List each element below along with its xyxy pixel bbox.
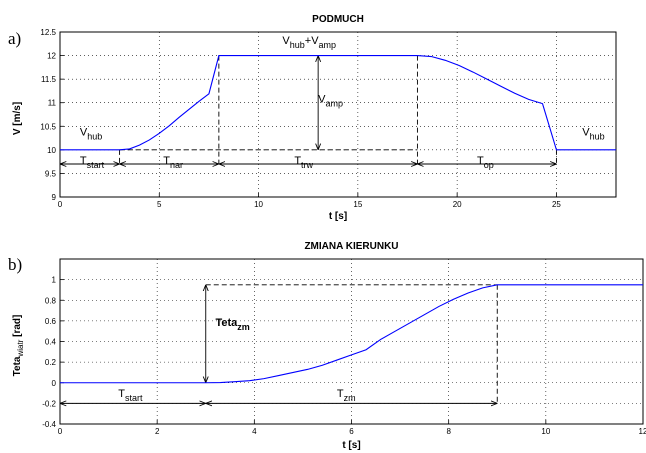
x-tick-label: 6	[349, 427, 354, 436]
x-tick-label: 0	[58, 200, 63, 209]
x-tick-label: 8	[446, 427, 451, 436]
x-tick-label: 15	[353, 200, 362, 209]
annotation-tnar: Tnar	[163, 155, 183, 170]
annotation-vhub-right: Vhub	[582, 127, 604, 142]
x-tick-label: 5	[157, 200, 162, 209]
y-tick-label: -0.2	[42, 399, 56, 408]
x-tick-label: 10	[541, 427, 550, 436]
annotation-tzm: Tzm	[337, 388, 356, 403]
panel-label: a)	[8, 29, 21, 48]
y-axis-label: V [m/s]	[12, 102, 23, 135]
y-axis-label: Tetawiatr [rad]	[12, 315, 25, 377]
x-tick-label: 4	[252, 427, 257, 436]
y-tick-label: 0.6	[45, 317, 57, 326]
chart-panel-a: 0 5 10 15 20 25 9 9.5 10 10.5 11 11.5 12 12.5 PODMUCH a…	[8, 14, 617, 222]
y-tick-label: 1	[52, 276, 57, 285]
x-axis-label: t [s]	[342, 440, 360, 451]
x-tick-label: 2	[155, 427, 160, 436]
annotation-ttrw: Ttrw	[294, 155, 313, 170]
annotation-top: Top	[477, 155, 494, 170]
chart-title: ZMIANA KIERUNKU	[304, 241, 398, 252]
chart-panel-b: 0 2 4 6 8 10 12 -0.4 -0.2 0 0.2 0.4 0.6 0.8 1 ZMIANA KI…	[8, 241, 646, 451]
y-tick-label: 11	[48, 99, 57, 108]
x-tick-label: 12	[639, 427, 646, 436]
y-tick-label: 10	[47, 146, 56, 155]
x-tick-label: 20	[453, 200, 462, 209]
y-tick-label: -0.4	[42, 420, 56, 429]
y-tick-label: 9.5	[45, 169, 57, 178]
y-tick-label: 0.4	[45, 338, 57, 347]
y-tick-label: 0	[52, 379, 57, 388]
annotation-vamp: Vamp	[318, 94, 343, 109]
chart-title: PODMUCH	[312, 14, 364, 25]
annotation-tstart: Tstart	[118, 388, 143, 403]
y-tick-label: 0.8	[45, 296, 57, 305]
y-tick-label: 0.2	[45, 358, 57, 367]
y-tick-label: 10.5	[40, 122, 56, 131]
y-tick-label: 11.5	[41, 75, 57, 84]
x-tick-label: 0	[58, 427, 63, 436]
series-line	[60, 284, 643, 384]
x-tick-label: 10	[254, 200, 263, 209]
annotation-vhub-left: Vhub	[80, 127, 102, 142]
y-tick-label: 12.5	[40, 28, 56, 37]
y-tick-label: 12	[47, 52, 56, 61]
series-line	[60, 55, 616, 151]
plot-frame	[59, 31, 617, 198]
y-tick-label: 9	[52, 193, 57, 202]
annotation-teta-zm: Tetazm	[215, 317, 249, 332]
panel-label: b)	[8, 255, 22, 274]
annotation-tstart: Tstart	[80, 155, 105, 170]
annotation-vhub-vamp: Vhub+Vamp	[282, 35, 336, 50]
x-tick-label: 25	[552, 200, 561, 209]
x-axis-label: t [s]	[329, 211, 347, 222]
